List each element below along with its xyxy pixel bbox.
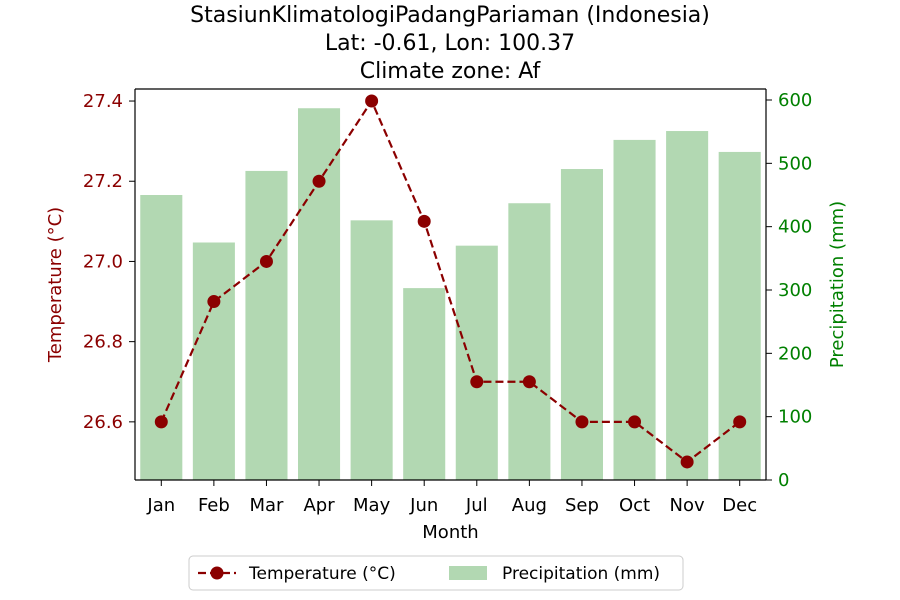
legend-temperature-marker [210,566,224,580]
x-tick-label: Mar [249,495,284,516]
precipitation-bar [508,203,551,480]
left-y-tick-label: 27.4 [83,91,123,112]
precipitation-bar [350,220,393,481]
temperature-point [522,375,536,389]
temperature-point [733,415,747,429]
x-tick-label: Aug [512,495,547,516]
left-y-tick-label: 26.8 [83,332,123,353]
precipitation-bar [613,139,656,480]
x-tick-label: Jan [146,495,175,516]
x-tick-label: Feb [198,495,230,516]
precipitation-bar [245,170,288,480]
left-y-axis-label: Temperature (°C) [45,207,66,363]
chart-title-line: Lat: -0.61, Lon: 100.37 [325,31,575,56]
temperature-line [154,94,747,469]
x-tick-label: Dec [722,495,757,516]
legend-precipitation-swatch [449,566,487,580]
right-y-tick-label: 600 [778,90,812,111]
chart-legend: Temperature (°C) Precipitation (mm) [188,555,684,591]
legend-box [188,555,684,591]
precipitation-bar [718,151,761,480]
right-y-tick-label: 400 [778,217,812,238]
temperature-point [470,375,484,389]
precipitation-bar [666,131,709,481]
precipitation-bar [140,195,183,480]
left-y-tick-label: 27.2 [83,171,123,192]
temperature-point [365,94,379,108]
right-y-tick-label: 100 [778,407,812,428]
temperature-point [207,295,221,309]
legend-temperature-label: Temperature (°C) [248,564,396,584]
chart-title-line: Climate zone: Af [360,59,542,84]
right-y-tick-label: 200 [778,343,812,364]
right-y-tick-label: 0 [778,470,789,491]
right-y-axis-label: Precipitation (mm) [827,201,848,368]
left-y-tick-label: 27.0 [83,251,123,272]
precipitation-bar [455,245,498,480]
temperature-point [417,214,431,228]
chart-title: StasiunKlimatologiPadangPariaman (Indone… [190,3,710,84]
temperature-point [628,415,642,429]
temperature-point [575,415,589,429]
right-y-tick-label: 300 [778,280,812,301]
temperature-point [312,174,326,188]
x-axis-label: Month [422,522,478,543]
x-tick-label: Sep [565,495,599,516]
temperature-series-line [160,98,741,464]
temperature-point [259,254,273,268]
precipitation-bar [192,242,235,480]
precipitation-bar [403,288,446,480]
left-y-tick-label: 26.6 [83,412,123,433]
x-tick-label: Jul [465,495,488,516]
right-y-tick-label: 500 [778,153,812,174]
x-tick-label: May [353,495,391,516]
chart-title-line: StasiunKlimatologiPadangPariaman (Indone… [190,3,710,28]
precipitation-bar [560,169,603,481]
x-tick-label: Jun [409,495,438,516]
temperature-point [154,415,168,429]
precipitation-bar [298,108,341,480]
x-tick-label: Oct [619,495,650,516]
legend-precipitation-label: Precipitation (mm) [502,564,660,584]
x-tick-label: Apr [303,495,335,516]
temperature-point [680,455,694,469]
precipitation-bars [140,108,761,481]
x-tick-label: Nov [670,495,705,516]
chart-axes: Jan Feb Mar Apr May Jun Jul Aug Sep Oct Nov Dec 26.6… [45,88,848,543]
